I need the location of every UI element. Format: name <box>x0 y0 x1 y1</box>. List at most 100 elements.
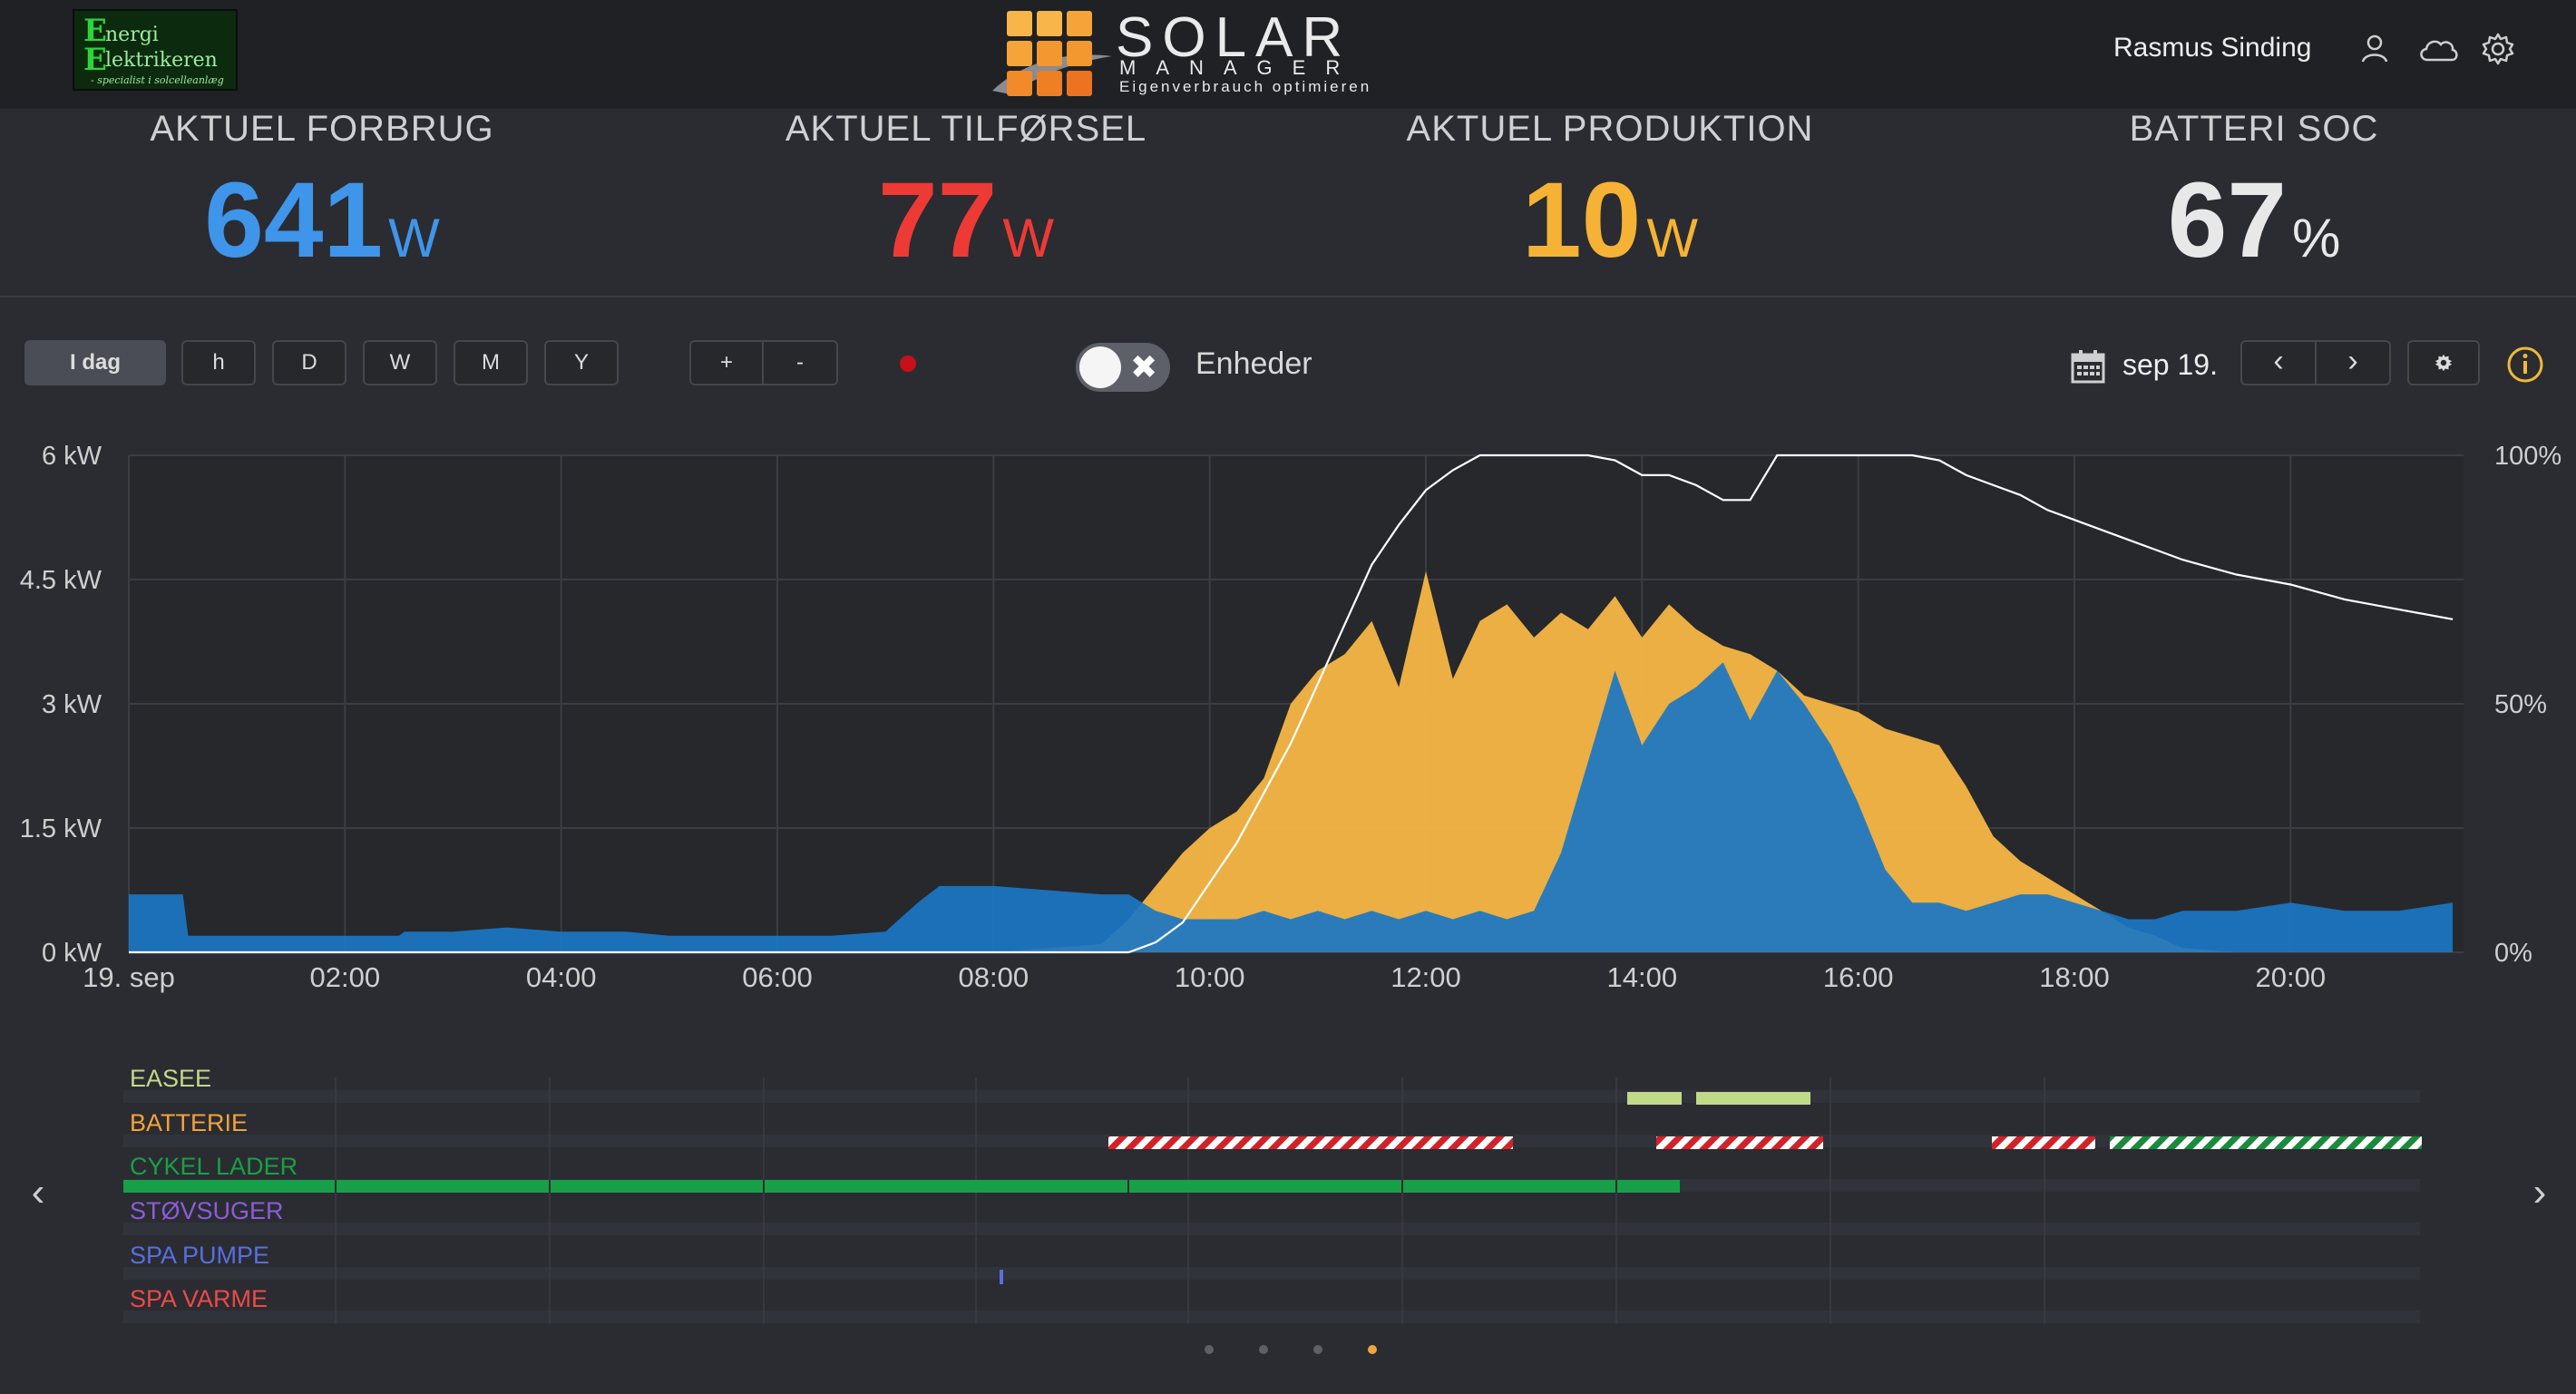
y-left-tick-label: 6 kW <box>42 442 102 471</box>
y-left-tick-label: 4.5 kW <box>20 566 102 595</box>
stat-value: 77 <box>878 161 998 280</box>
range-month-button[interactable]: M <box>454 340 528 385</box>
x-tick-label: 10:00 <box>1175 961 1245 993</box>
device-timeline: EASEE BATTERIE CYKEL LADER STØVSUGER SPA… <box>0 1052 2576 1324</box>
logo-grid-icon <box>1007 11 1094 96</box>
stat-value: 10 <box>1522 161 1642 280</box>
stat-value: 67 <box>2167 161 2287 280</box>
stat-label: AKTUEL FORBRUG <box>150 109 494 149</box>
series-area-consumption <box>129 662 2454 952</box>
battery-state-bar <box>1656 1136 1823 1149</box>
battery-state-bar <box>2110 1136 2422 1149</box>
next-date-button[interactable]: › <box>2315 340 2391 385</box>
partner-logo-tagline: - specialist i solcelleanlæg <box>91 74 224 86</box>
x-tick-label: 14:00 <box>1607 961 1678 993</box>
stat-label: AKTUEL TILFØRSEL <box>785 109 1147 149</box>
energy-chart[interactable]: 6 kW 4.5 kW 3 kW 1.5 kW 0 kW 100% 50% 0% 19. sep… <box>0 417 2576 1007</box>
page-dot[interactable] <box>1313 1345 1322 1354</box>
stat-unit: W <box>1002 208 1054 268</box>
units-toggle-label: Enheder <box>1195 346 1312 381</box>
stat-label: AKTUEL PRODUKTION <box>1406 109 1814 149</box>
stat-consumption: AKTUEL FORBRUG 641 W <box>0 109 644 282</box>
logo-solar-text: SOLAR <box>1116 6 1352 69</box>
x-tick-label: 02:00 <box>310 961 381 993</box>
device-label-bike-charger: CYKEL LADER <box>130 1153 298 1180</box>
page-dot-active[interactable] <box>1368 1345 1377 1354</box>
battery-state-bar <box>1992 1136 2095 1149</box>
logo-manager-text: MANAGER <box>1119 56 1361 79</box>
partner-logo-letter-1: E <box>83 13 107 49</box>
user-name[interactable]: Rasmus Sinding <box>2113 33 2312 63</box>
page-dot[interactable] <box>1205 1345 1214 1354</box>
page-dot[interactable] <box>1259 1345 1268 1354</box>
stat-unit: W <box>1646 208 1698 268</box>
top-header: E nergi E lektrikeren - specialist i sol… <box>0 0 2576 109</box>
device-label-spa-pump: SPA PUMPE <box>130 1242 270 1269</box>
zoom-in-button[interactable]: + <box>689 340 764 385</box>
y-left-tick-label: 3 kW <box>42 690 102 719</box>
range-today-button[interactable]: I dag <box>24 340 166 385</box>
gear-small-icon <box>2435 354 2453 372</box>
x-tick-label: 18:00 <box>2039 961 2110 993</box>
x-tick-label: 06:00 <box>742 961 813 993</box>
range-day-button[interactable]: D <box>272 340 346 385</box>
device-label-easee: EASEE <box>130 1065 212 1092</box>
x-tick-label: 19. sep <box>83 961 175 993</box>
x-tick-label: 12:00 <box>1390 961 1461 993</box>
partner-logo-word-1: nergi <box>105 24 159 46</box>
range-week-button[interactable]: W <box>363 340 437 385</box>
device-track <box>123 1311 2420 1323</box>
partner-logo[interactable]: E nergi E lektrikeren - specialist i sol… <box>73 9 238 91</box>
spa-pump-active-bar <box>1000 1270 1003 1284</box>
live-stats: AKTUEL FORBRUG 641 W AKTUEL TILFØRSEL 77 W… <box>0 109 2576 297</box>
next-page-arrow[interactable]: › <box>2532 1170 2547 1214</box>
x-tick-label: 20:00 <box>2256 961 2327 993</box>
settings-gear-icon[interactable] <box>2480 31 2516 67</box>
y-right-tick-label: 50% <box>2494 690 2547 719</box>
device-track <box>123 1267 2420 1280</box>
y-left-tick-label: 0 kW <box>42 939 102 968</box>
device-track <box>123 1223 2420 1235</box>
device-label-battery: BATTERIE <box>130 1109 249 1136</box>
selected-date[interactable]: sep 19. <box>2122 348 2218 381</box>
device-timeline-bars <box>123 1077 2422 1324</box>
stat-unit: % <box>2291 208 2341 268</box>
range-year-button[interactable]: Y <box>544 340 619 385</box>
device-track <box>123 1090 2420 1103</box>
close-icon: ✖ <box>1130 348 1158 385</box>
calendar-icon[interactable] <box>2070 348 2106 385</box>
stat-unit: W <box>388 208 440 268</box>
series-line-battery-soc <box>129 453 2454 954</box>
y-right-tick-label: 100% <box>2494 442 2561 471</box>
y-right-tick-label: 0% <box>2494 939 2532 968</box>
battery-state-bar <box>1108 1136 1513 1149</box>
zoom-out-button[interactable]: - <box>762 340 838 385</box>
user-icon[interactable] <box>2356 31 2393 67</box>
partner-logo-letter-2: E <box>83 42 107 78</box>
device-label-vacuum: STØVSUGER <box>130 1197 284 1224</box>
prev-page-arrow[interactable]: ‹ <box>31 1170 45 1214</box>
y-left-tick-label: 1.5 kW <box>20 814 102 843</box>
stat-grid-supply: AKTUEL TILFØRSEL 77 W <box>644 109 1288 282</box>
stat-value: 641 <box>204 161 384 280</box>
x-tick-label: 08:00 <box>959 961 1029 993</box>
logo-tagline: Eigenverbrauch optimieren <box>1119 78 1372 95</box>
easee-active-bar <box>1696 1092 1810 1105</box>
x-tick-label: 04:00 <box>526 961 597 993</box>
prev-date-button[interactable]: ‹ <box>2240 340 2317 385</box>
range-hour-button[interactable]: h <box>181 340 256 385</box>
toggle-knob <box>1079 346 1121 388</box>
stat-label: BATTERI SOC <box>2129 109 2379 149</box>
solar-manager-logo: SOLAR MANAGER Eigenverbrauch optimieren <box>989 5 1388 96</box>
x-tick-label: 16:00 <box>1823 961 1894 993</box>
easee-active-bar <box>1627 1092 1682 1105</box>
chart-settings-button[interactable] <box>2407 340 2480 385</box>
stat-production: AKTUEL PRODUKTION 10 W <box>1288 109 1932 282</box>
units-toggle[interactable]: ✖ <box>1076 343 1170 392</box>
stat-battery-soc: BATTERI SOC 67% <box>1932 109 2576 282</box>
page-indicator <box>1197 1342 1397 1360</box>
info-icon[interactable] <box>2505 345 2545 385</box>
bike-charger-active-bar <box>123 1180 1680 1193</box>
cloud-icon[interactable] <box>2416 31 2460 67</box>
